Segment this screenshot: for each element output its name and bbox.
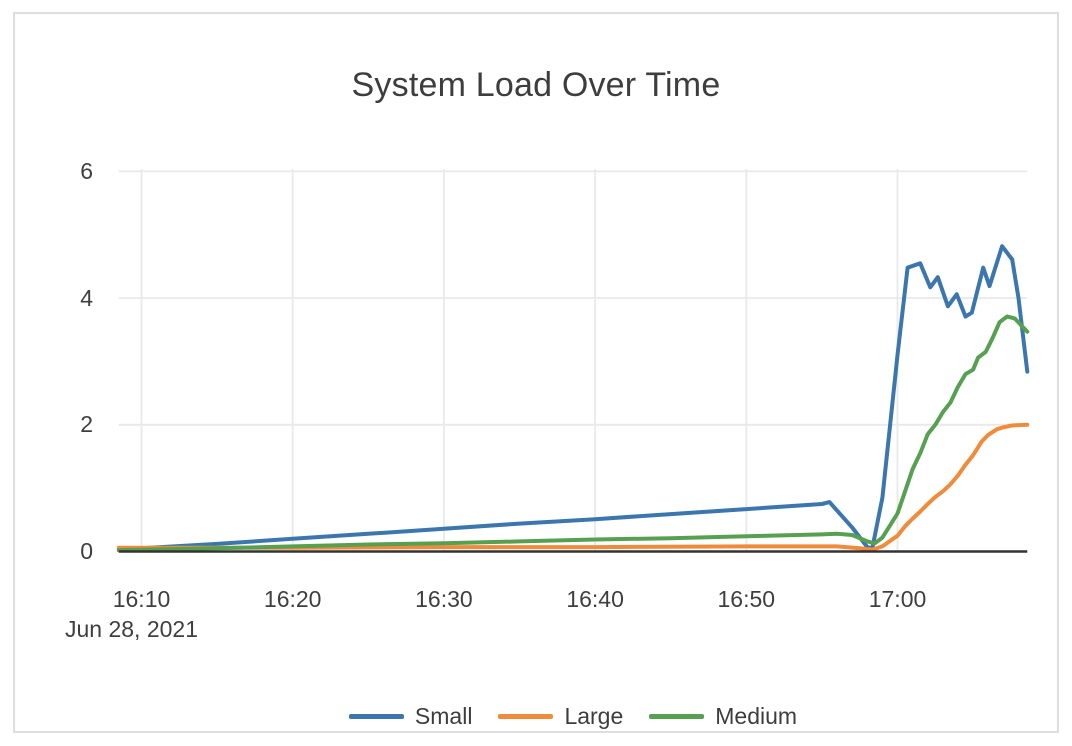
- series-small: [116, 244, 1030, 552]
- legend-label: Small: [414, 703, 473, 729]
- chart-card: System Load Over Time 0 2 4 6 16:10 16:20 16:…: [13, 12, 1059, 733]
- x-axis-date-label: Jun 28, 2021: [65, 616, 199, 642]
- x-tick-label: 17:00: [868, 586, 927, 612]
- legend-line-swatch-icon: [649, 714, 705, 719]
- legend-item-medium[interactable]: Medium: [649, 703, 797, 730]
- plot-svg: [116, 169, 1030, 553]
- x-tick-label: 16:30: [415, 586, 473, 612]
- legend: Small Large Medium: [118, 703, 1028, 730]
- legend-item-small[interactable]: Small: [348, 703, 473, 730]
- legend-line-swatch-icon: [348, 714, 404, 719]
- plot-area[interactable]: [15, 14, 1057, 731]
- y-tick-label: 6: [80, 157, 93, 184]
- grid-lines: [118, 169, 1028, 552]
- legend-label: Medium: [715, 703, 798, 729]
- series-medium: [116, 314, 1030, 553]
- x-tick-label: 16:20: [263, 586, 322, 612]
- legend-line-swatch-icon: [498, 714, 554, 719]
- legend-item-large[interactable]: Large: [498, 703, 623, 730]
- y-tick-label: 2: [80, 411, 93, 438]
- chart-title: System Load Over Time: [351, 66, 721, 104]
- series-large: [116, 422, 1030, 552]
- x-tick-label: 16:10: [112, 586, 171, 612]
- x-tick-label: 16:50: [717, 586, 776, 612]
- y-tick-label: 4: [80, 284, 93, 311]
- y-tick-label: 0: [80, 538, 93, 564]
- legend-label: Large: [564, 703, 624, 729]
- x-tick-label: 16:40: [566, 586, 624, 612]
